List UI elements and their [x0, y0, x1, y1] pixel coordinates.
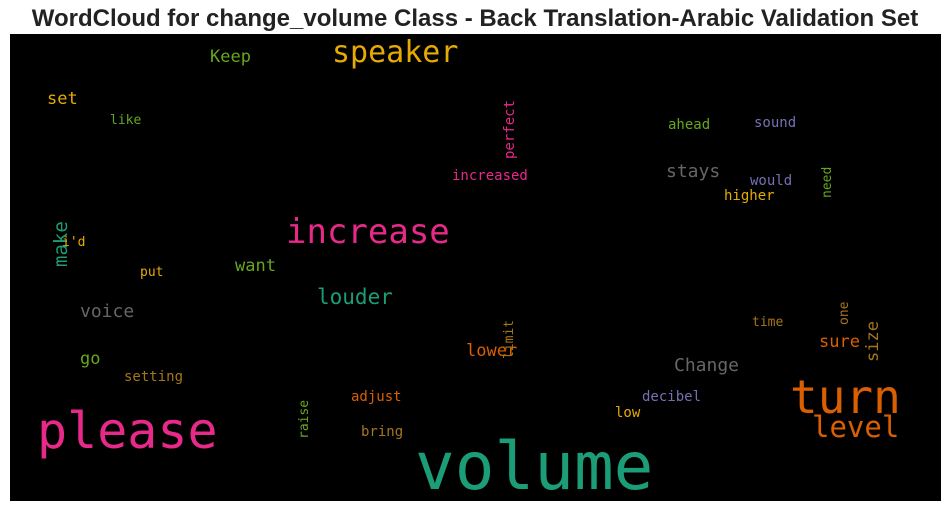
word-speaker: speaker	[332, 35, 459, 70]
word-go: go	[80, 349, 101, 369]
word-level: level	[812, 410, 900, 444]
word-turn: turn	[790, 370, 901, 424]
word-one: one	[837, 301, 852, 325]
word-time: time	[752, 315, 784, 330]
word-would: would	[750, 173, 793, 189]
word-like: like	[110, 113, 142, 128]
chart-title: WordCloud for change_volume Class - Back…	[31, 5, 919, 32]
word-louder: louder	[317, 285, 393, 309]
word-increased: increased	[452, 168, 528, 184]
word-keep: Keep	[210, 47, 251, 67]
word-stays: stays	[666, 161, 721, 182]
word-need: need	[820, 166, 835, 198]
word-decibel: decibel	[642, 389, 702, 405]
word-limit: limit	[502, 319, 517, 359]
word-i-d: i'd	[62, 235, 86, 250]
word-sound: sound	[754, 115, 797, 131]
word-put: put	[140, 265, 164, 280]
word-low: low	[615, 405, 641, 421]
word-want: want	[235, 256, 276, 276]
word-increase: increase	[286, 212, 450, 252]
word-raise: raise	[297, 399, 312, 439]
word-sure: sure	[819, 332, 860, 352]
word-higher: higher	[724, 188, 775, 204]
word-change: Change	[674, 355, 740, 376]
word-voice: voice	[80, 301, 135, 322]
word-set: set	[47, 89, 78, 109]
word-please: please	[37, 402, 218, 460]
word-setting: setting	[124, 369, 184, 385]
word-adjust: adjust	[351, 389, 402, 405]
word-volume: volume	[415, 428, 654, 501]
word-bring: bring	[361, 424, 404, 440]
word-perfect: perfect	[502, 99, 518, 159]
word-size: size	[863, 321, 883, 362]
word-cloud-canvas: volume please turn increase speaker level loud…	[10, 34, 941, 501]
word-ahead: ahead	[668, 117, 711, 133]
word-lower: lower	[466, 341, 518, 361]
